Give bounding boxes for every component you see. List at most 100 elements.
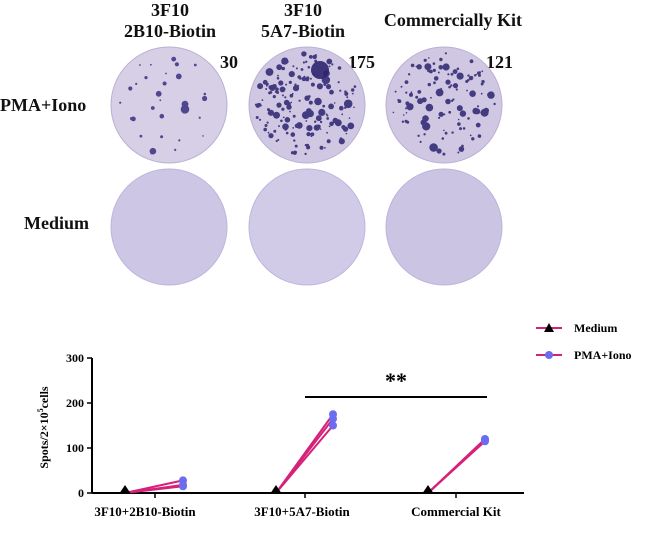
spot	[318, 108, 326, 116]
spot	[402, 114, 405, 116]
y-tick-label: 200	[66, 396, 84, 410]
spot	[263, 127, 267, 132]
spot	[303, 75, 306, 78]
spot	[292, 127, 295, 129]
spot	[329, 121, 334, 127]
spot	[333, 102, 336, 104]
spot	[278, 125, 280, 128]
spot	[272, 95, 276, 99]
spot	[401, 120, 405, 123]
spot	[442, 152, 446, 156]
spot	[202, 95, 208, 102]
spot	[281, 66, 285, 71]
spot	[319, 120, 323, 124]
spot	[273, 111, 280, 119]
spot	[314, 120, 317, 123]
spot	[348, 117, 351, 119]
spot	[351, 92, 354, 95]
spot	[433, 76, 439, 81]
spot	[326, 117, 330, 120]
spot	[283, 125, 289, 130]
spot	[286, 104, 292, 110]
spot	[259, 104, 262, 107]
spot	[458, 75, 461, 78]
spot	[319, 145, 324, 150]
spot	[422, 115, 429, 122]
spot	[144, 76, 148, 80]
medium-point	[119, 485, 131, 494]
spot	[441, 113, 444, 116]
spot	[424, 63, 432, 71]
spot	[257, 83, 264, 90]
spot	[150, 63, 152, 66]
spot	[310, 82, 315, 87]
spot	[202, 135, 204, 137]
spot	[427, 82, 431, 87]
spot	[448, 85, 451, 89]
spot	[319, 128, 322, 130]
spot	[462, 127, 466, 130]
spot	[394, 90, 397, 93]
x-tick-label: 3F10+2B10-Biotin	[94, 504, 196, 519]
spot	[444, 131, 448, 135]
column-header-5a7-line2: 5A7-Biotin	[260, 21, 345, 41]
spot	[281, 107, 285, 111]
spot	[304, 95, 310, 101]
spot	[407, 73, 411, 76]
spot	[353, 85, 357, 88]
spot	[306, 110, 314, 118]
spot	[345, 132, 348, 135]
spot	[265, 68, 274, 76]
spot	[297, 75, 301, 79]
spot	[155, 90, 162, 97]
column-header-5a7-line1: 3F10	[284, 0, 322, 20]
column-header-commercial: Commercially Kit	[368, 10, 538, 31]
spot	[273, 129, 277, 133]
pair-line	[124, 485, 184, 494]
spot	[289, 110, 291, 113]
spot	[159, 113, 165, 119]
spot	[392, 111, 395, 114]
spot	[308, 100, 313, 105]
spot	[309, 77, 312, 80]
spot	[265, 88, 268, 90]
spot	[278, 80, 284, 86]
spot	[264, 124, 268, 127]
well-medium-5a7	[248, 168, 366, 286]
spot	[307, 66, 311, 69]
spot	[437, 71, 440, 74]
spot	[474, 108, 481, 115]
spot	[267, 112, 270, 115]
spot	[441, 137, 445, 140]
spot	[344, 91, 349, 96]
spot	[254, 103, 258, 106]
spot	[346, 96, 349, 99]
spot	[255, 116, 259, 119]
pair-line	[427, 440, 486, 494]
spot	[305, 60, 308, 63]
spot	[135, 82, 138, 85]
spot	[405, 91, 408, 94]
spot	[281, 62, 284, 65]
spot	[328, 65, 331, 68]
spot	[262, 79, 268, 85]
spot	[276, 77, 280, 80]
spot	[306, 125, 313, 132]
spot	[150, 106, 155, 110]
spot	[475, 122, 481, 128]
spot	[417, 134, 420, 137]
spot	[458, 146, 465, 152]
spot	[466, 79, 470, 82]
spot	[308, 55, 313, 59]
spot	[427, 69, 430, 73]
spot	[301, 51, 307, 57]
spot	[162, 81, 167, 86]
spot	[279, 86, 286, 93]
spot	[467, 74, 470, 77]
spot	[193, 63, 197, 67]
spot	[425, 103, 434, 112]
spot	[312, 54, 317, 60]
spot	[326, 58, 333, 65]
pma-point	[329, 421, 337, 430]
spot	[328, 103, 334, 110]
